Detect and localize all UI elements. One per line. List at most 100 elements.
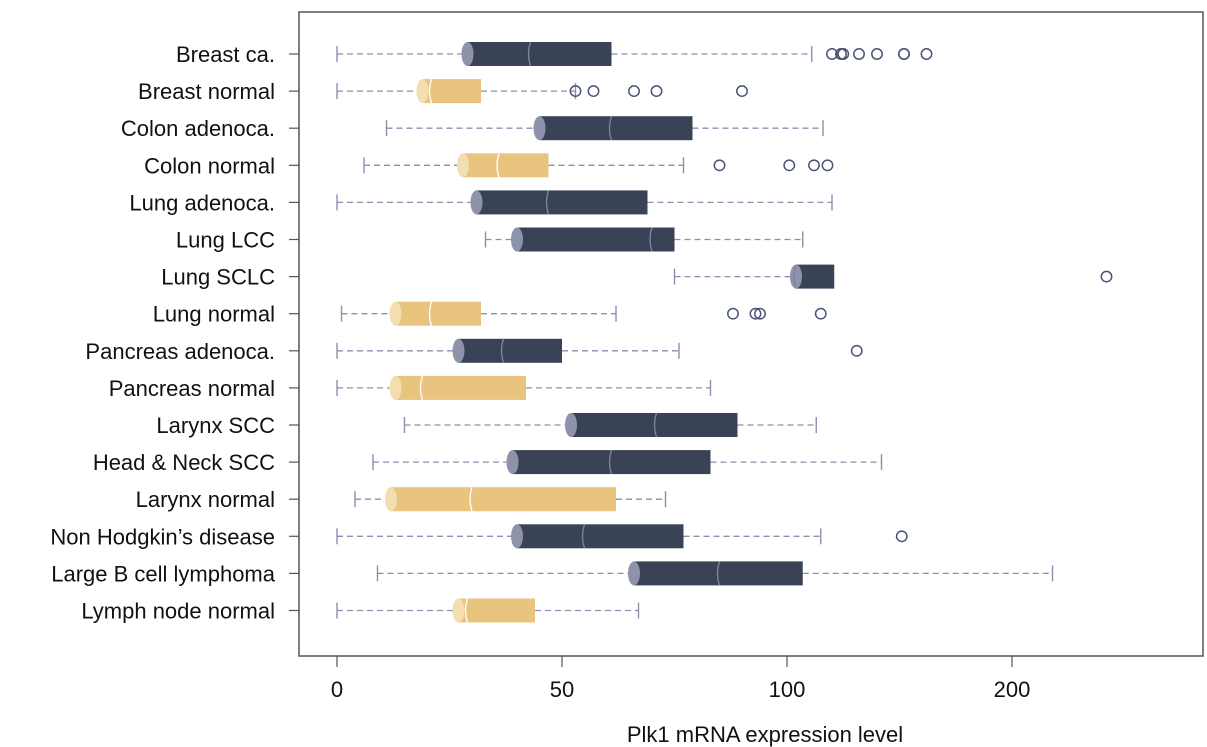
outlier-point [569, 85, 582, 98]
box-body [539, 116, 693, 141]
median-line [716, 561, 721, 586]
outlier-point [754, 307, 766, 320]
median-line [527, 41, 532, 67]
median-line [653, 412, 658, 438]
category-label: Lung adenoca. [129, 190, 275, 215]
box-row [336, 375, 712, 401]
box-row [336, 41, 933, 67]
box-cap [452, 598, 465, 623]
outlier-point [837, 48, 850, 60]
outlier-point [850, 344, 863, 357]
box-body [463, 153, 549, 178]
box-row [340, 301, 827, 326]
category-label: Breast normal [138, 79, 275, 104]
median-line [419, 375, 424, 401]
box-cap [533, 116, 546, 141]
box-body [458, 338, 562, 363]
outlier-point [749, 307, 762, 320]
box-row [336, 190, 833, 215]
box-cap [452, 338, 465, 363]
category-label: Colon adenoca. [121, 116, 275, 141]
median-line [545, 190, 550, 215]
category-labels-group: Breast ca. Breast normal Colon adenoca. Col… [50, 42, 275, 624]
box-cap [511, 524, 523, 549]
outlier-point [713, 159, 726, 172]
box-body [517, 227, 675, 252]
median-line [428, 78, 433, 104]
category-label: Head & Neck SCC [93, 450, 275, 475]
box-cap [461, 42, 474, 66]
outlier-point [821, 159, 834, 172]
median-line [469, 486, 473, 512]
outlier-point [587, 85, 600, 98]
box-row [363, 153, 834, 178]
median-line [496, 153, 500, 178]
box-body [512, 450, 711, 475]
box-cap [416, 79, 429, 104]
box-row [354, 486, 667, 512]
box-cap [565, 413, 577, 437]
box-row [376, 561, 1054, 586]
box-cap [511, 227, 523, 252]
box-row [673, 264, 1113, 289]
category-label: Pancreas normal [109, 376, 275, 401]
box-body [422, 79, 481, 104]
category-label: Breast ca. [176, 42, 275, 67]
box-row [372, 449, 883, 475]
x-tick-label: 100 [769, 677, 806, 702]
outlier-point [898, 48, 910, 60]
box-body [391, 487, 616, 512]
median-line [608, 115, 613, 141]
category-label: Larynx normal [136, 487, 275, 512]
category-label: Lymph node normal [81, 599, 275, 624]
box-row [403, 412, 817, 438]
box-cap [506, 450, 519, 475]
box-cap [790, 264, 802, 289]
median-line [464, 598, 469, 623]
x-tick-label: 0 [331, 677, 343, 702]
category-label: Large B cell lymphoma [51, 561, 276, 586]
box-row [336, 338, 863, 364]
outlier-point [826, 48, 838, 60]
outlier-point [853, 48, 865, 60]
category-label: Colon normal [144, 153, 275, 178]
box-body [476, 190, 648, 215]
category-label: Larynx SCC [156, 413, 275, 438]
median-line [608, 449, 613, 475]
box-row [336, 524, 908, 549]
x-tick-label: 200 [994, 677, 1031, 702]
box-cap [389, 375, 402, 400]
category-label: Pancreas adenoca. [85, 339, 275, 364]
outlier-point [920, 48, 933, 60]
outlier-point [783, 159, 796, 172]
outlier-point [871, 48, 883, 60]
box-row [484, 227, 804, 252]
median-line [428, 301, 433, 326]
outlier-point [814, 307, 827, 320]
box-row [385, 115, 824, 141]
box-cap [389, 301, 402, 326]
category-label: Non Hodgkin’s disease [50, 524, 275, 549]
median-line [649, 227, 653, 252]
outlier-point [650, 85, 663, 98]
outlier-point [1100, 270, 1113, 283]
box-row [336, 598, 640, 623]
box-cap [385, 487, 397, 512]
median-line [500, 338, 505, 364]
box-body [395, 301, 481, 326]
box-series-group [336, 41, 1113, 623]
box-cap [628, 561, 640, 586]
box-body [395, 375, 526, 400]
category-label: Lung LCC [176, 228, 275, 253]
outlier-point [808, 159, 820, 172]
outlier-point [895, 530, 908, 543]
category-label: Lung normal [153, 302, 275, 327]
box-cap [457, 153, 469, 178]
category-label: Lung SCLC [161, 265, 275, 290]
box-body [467, 42, 612, 66]
x-tick-label: 50 [550, 677, 574, 702]
x-axis: 0 50 100 200 [289, 53, 1031, 702]
box-row [336, 78, 748, 104]
outlier-point [727, 307, 739, 320]
